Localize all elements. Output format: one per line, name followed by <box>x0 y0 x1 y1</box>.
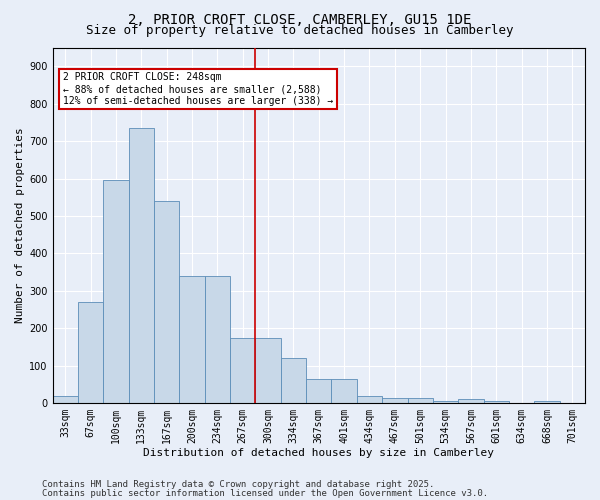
Y-axis label: Number of detached properties: Number of detached properties <box>15 128 25 323</box>
Text: 2 PRIOR CROFT CLOSE: 248sqm
← 88% of detached houses are smaller (2,588)
12% of : 2 PRIOR CROFT CLOSE: 248sqm ← 88% of det… <box>63 72 334 106</box>
Bar <box>103 180 128 403</box>
Bar <box>256 338 281 403</box>
Text: Size of property relative to detached houses in Camberley: Size of property relative to detached ho… <box>86 24 514 37</box>
Bar <box>331 379 357 403</box>
Bar <box>128 128 154 403</box>
Bar <box>230 338 256 403</box>
Text: Contains public sector information licensed under the Open Government Licence v3: Contains public sector information licen… <box>42 488 488 498</box>
Bar <box>458 400 484 403</box>
Bar <box>154 201 179 403</box>
Text: 2, PRIOR CROFT CLOSE, CAMBERLEY, GU15 1DE: 2, PRIOR CROFT CLOSE, CAMBERLEY, GU15 1D… <box>128 12 472 26</box>
Bar <box>534 402 560 403</box>
Bar <box>433 402 458 403</box>
Bar <box>306 379 331 403</box>
Bar <box>407 398 433 403</box>
Bar <box>205 276 230 403</box>
Bar <box>382 398 407 403</box>
Bar <box>281 358 306 403</box>
Bar <box>179 276 205 403</box>
Bar <box>53 396 78 403</box>
X-axis label: Distribution of detached houses by size in Camberley: Distribution of detached houses by size … <box>143 448 494 458</box>
Bar <box>78 302 103 403</box>
Text: Contains HM Land Registry data © Crown copyright and database right 2025.: Contains HM Land Registry data © Crown c… <box>42 480 434 489</box>
Bar <box>484 402 509 403</box>
Bar <box>357 396 382 403</box>
